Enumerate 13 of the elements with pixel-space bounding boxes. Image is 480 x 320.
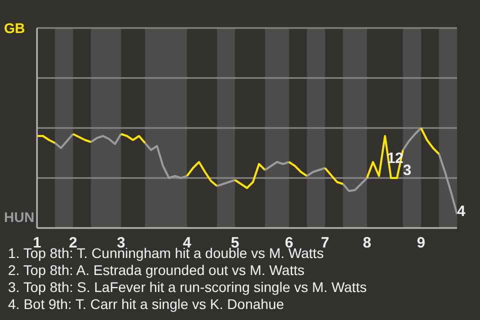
x-tick-label: 9 — [416, 234, 426, 252]
x-tick-label: 8 — [362, 234, 372, 252]
text: 3. Top 8th: S. LaFever hit a run-scoring single vs M. Watts — [8, 279, 367, 296]
text: HUN — [4, 209, 34, 226]
text: 4. Bot 9th: T. Carr hit a single vs K. Donahue — [8, 296, 286, 313]
text: 2. Top 8th: A. Estrada grounded out vs M. Watts — [8, 262, 306, 279]
annotation: 4 — [457, 203, 466, 220]
x-tick-label: 3 — [116, 234, 126, 252]
x-tick-label: 1 — [32, 234, 42, 252]
x-tick-label: 2 — [68, 234, 78, 252]
text: GB — [4, 20, 25, 37]
annotation: 3 — [403, 162, 412, 179]
x-tick-label: 7 — [320, 234, 330, 252]
